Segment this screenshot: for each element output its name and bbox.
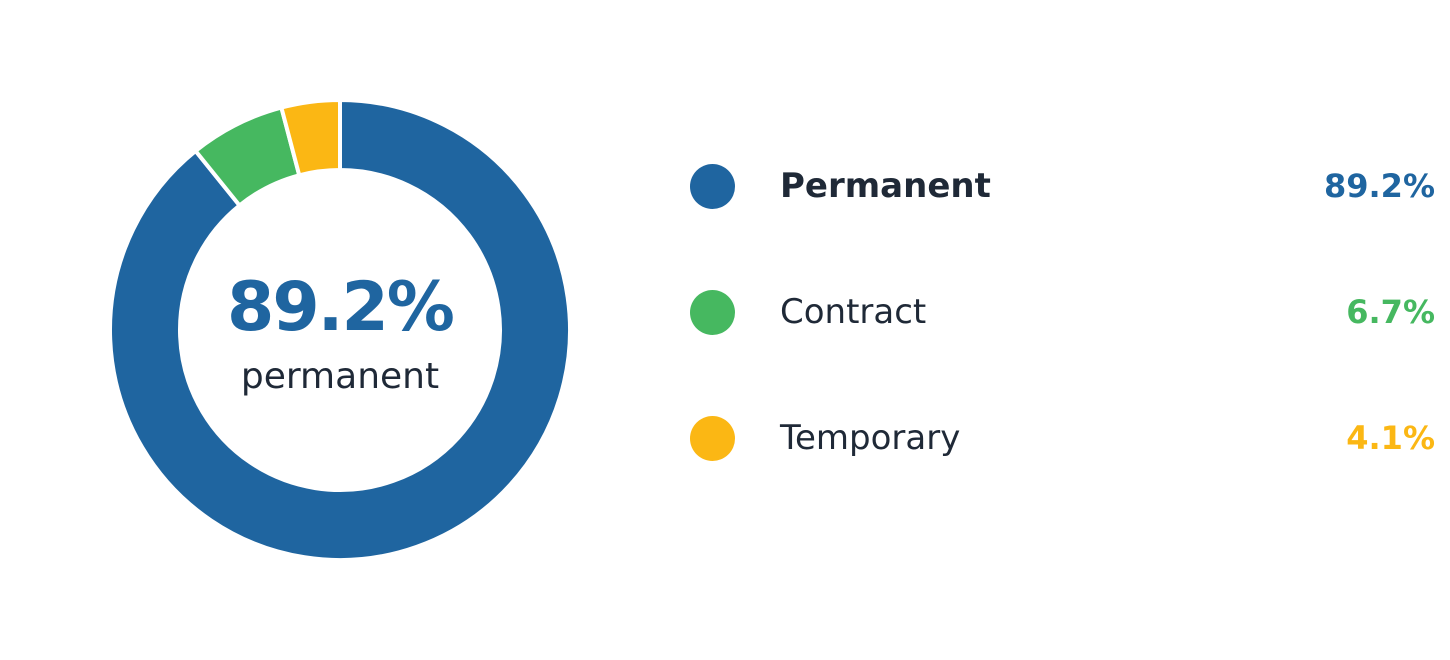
- legend-label-permanent: Permanent: [780, 166, 991, 206]
- legend-dot-permanent: [690, 164, 735, 209]
- legend-item-contract[interactable]: Contract 6.7%: [690, 289, 1435, 335]
- legend: Permanent 89.2% Contract 6.7% Temporary …: [690, 163, 1435, 461]
- legend-label-temporary: Temporary: [780, 418, 961, 458]
- legend-value-contract: 6.7%: [1346, 293, 1435, 331]
- legend-item-permanent[interactable]: Permanent 89.2%: [690, 163, 1435, 209]
- center-value: 89.2%: [227, 268, 453, 347]
- legend-dot-contract: [690, 290, 735, 335]
- slice-temporary[interactable]: [279, 100, 342, 178]
- legend-value-temporary: 4.1%: [1346, 419, 1435, 457]
- legend-item-temporary[interactable]: Temporary 4.1%: [690, 415, 1435, 461]
- center-caption: permanent: [241, 356, 439, 397]
- slice-permanent[interactable]: [110, 100, 570, 560]
- donut-slices: [110, 100, 570, 560]
- donut-chart: 89.2% permanent: [110, 100, 570, 560]
- legend-label-contract: Contract: [780, 292, 927, 332]
- legend-value-permanent: 89.2%: [1323, 167, 1435, 205]
- legend-dot-temporary: [690, 416, 735, 461]
